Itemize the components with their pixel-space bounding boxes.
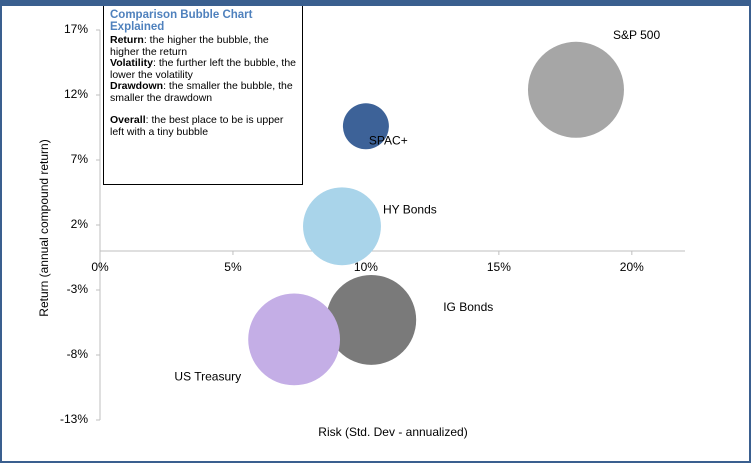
y-tick-label: -3% — [67, 282, 89, 296]
bubble-label: SPAC+ — [369, 133, 408, 147]
y-tick-label: 12% — [64, 87, 88, 101]
bubble — [342, 103, 389, 150]
x-tick-label: 0% — [91, 260, 109, 274]
explainer-item: Overall: the best place to be is upper l… — [110, 114, 296, 138]
explainer-text: : the smaller the bubble, the smaller th… — [110, 80, 293, 104]
y-tick-label: -8% — [67, 347, 89, 361]
y-tick-label: 17% — [64, 22, 88, 36]
bubble — [303, 187, 381, 266]
explainer-item: Return: the higher the bubble, the highe… — [110, 34, 296, 58]
bubble-label: S&P 500 — [613, 28, 660, 42]
explainer-item: Volatility: the further left the bubble,… — [110, 57, 296, 81]
explainer-text: : the higher the bubble, the higher the … — [110, 34, 269, 58]
explainer-title: Comparison Bubble Chart Explained — [110, 9, 253, 33]
explainer-item: Drawdown: the smaller the bubble, the sm… — [110, 80, 296, 104]
x-tick-label: 5% — [224, 260, 242, 274]
x-axis-title: Risk (Std. Dev - annualized) — [318, 425, 467, 439]
bubble-label: HY Bonds — [383, 202, 437, 216]
explainer-text: : the further left the bubble, the lower… — [110, 57, 296, 81]
y-axis-title: Return (annual compound return) — [37, 139, 51, 316]
explainer-term: Drawdown — [110, 80, 164, 92]
explainer-term: Return — [110, 34, 144, 46]
explainer-box: Comparison Bubble Chart Explained Return… — [103, 6, 303, 185]
y-tick-label: -13% — [60, 412, 88, 426]
bubble — [326, 274, 417, 365]
bubble — [527, 41, 624, 138]
explainer-term: Overall — [110, 114, 146, 126]
bubble-label: US Treasury — [174, 370, 241, 384]
bubble — [248, 293, 341, 386]
x-tick-label: 20% — [620, 260, 644, 274]
explainer-term: Volatility — [110, 57, 153, 69]
x-tick-label: 15% — [487, 260, 511, 274]
y-tick-label: 7% — [71, 152, 89, 166]
y-tick-label: 2% — [71, 217, 89, 231]
chart: 17% 12% 7% 2% -3% -8% -13% 0% 5% 10% 15% 20% Risk (S… — [37, 22, 685, 439]
x-tick-label: 10% — [354, 260, 378, 274]
bubble-label: IG Bonds — [443, 300, 493, 314]
explainer-text: : the best place to be is upper left wit… — [110, 114, 284, 138]
